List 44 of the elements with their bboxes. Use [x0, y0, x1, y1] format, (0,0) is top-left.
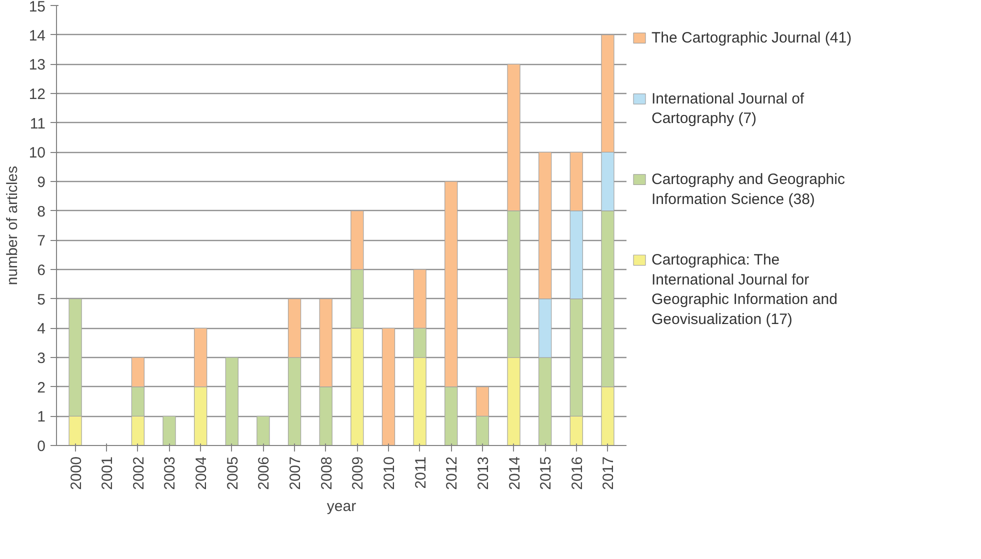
- bar: [256, 416, 270, 446]
- x-tick-label: 2009: [350, 456, 367, 490]
- x-tick-label: 2016: [568, 456, 586, 490]
- y-tick-label: 3: [37, 350, 46, 367]
- legend-label: International Journal of Cartography (7): [652, 90, 805, 128]
- x-tick-label: 2010: [380, 456, 398, 490]
- x-tick-label: 2011: [412, 456, 430, 489]
- x-axis-title: year: [326, 498, 356, 515]
- y-tick-label: 10: [28, 144, 46, 162]
- x-tick-label: 2000: [68, 456, 85, 490]
- y-tick-label: 7: [37, 232, 46, 250]
- x-tick-label: 2014: [506, 456, 524, 490]
- y-tick-label: 14: [28, 27, 46, 44]
- y-axis-title: number of articles: [4, 166, 21, 286]
- bar: [225, 357, 238, 446]
- legend-label: Cartography and Geographic Information Science (38): [652, 171, 846, 208]
- y-tick-label: 5: [37, 291, 46, 308]
- legend-label: Cartographica: The International Journal for Geographic Information and Geovisualization (17): [652, 252, 838, 328]
- legend-label: The Cartographic Journal (41): [652, 30, 852, 47]
- bar: [162, 416, 176, 446]
- x-tick-label: 2006: [256, 456, 273, 490]
- x-tick-label: 2004: [193, 456, 210, 490]
- y-tick-label: 6: [37, 262, 46, 279]
- y-tick-label: 1: [37, 408, 46, 426]
- x-tick-label: 2001: [99, 456, 116, 490]
- x-tick-label: 2007: [287, 456, 304, 490]
- y-tick-label: 12: [28, 86, 46, 103]
- x-tick-label: 2002: [130, 456, 148, 490]
- bar: [382, 328, 396, 446]
- y-tick-label: 13: [28, 56, 46, 74]
- y-tick-label: 15: [28, 0, 46, 16]
- y-tick-label: 0: [37, 438, 46, 455]
- y-tick-label: 8: [37, 203, 46, 220]
- x-tick-label: 2017: [600, 456, 618, 490]
- y-tick-label: 2: [37, 379, 46, 396]
- x-tick-label: 2003: [162, 456, 179, 490]
- x-tick-label: 2005: [224, 456, 242, 490]
- x-tick-label: 2008: [318, 456, 336, 490]
- y-tick-label: 4: [37, 320, 46, 338]
- x-tick-label: 2012: [444, 456, 461, 490]
- x-tick-label: 2015: [538, 456, 555, 490]
- y-tick-label: 9: [37, 174, 46, 191]
- x-tick-label: 2013: [474, 456, 492, 490]
- y-tick-label: 11: [30, 115, 46, 132]
